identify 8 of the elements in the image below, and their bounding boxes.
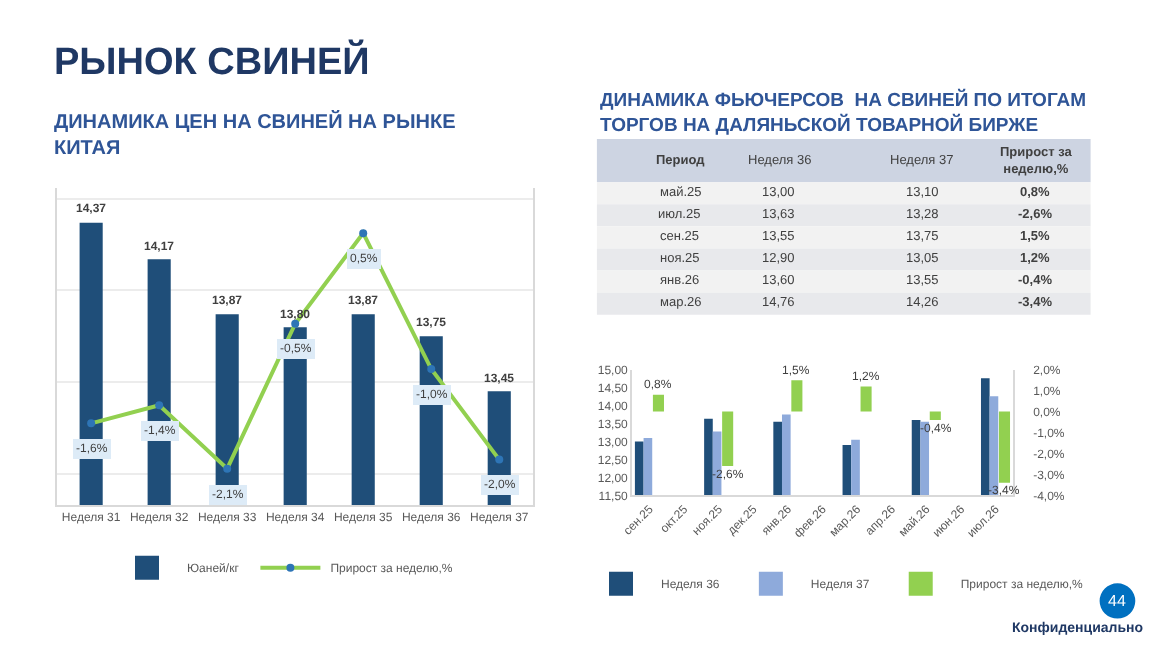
bar bbox=[652, 394, 664, 412]
text: 44 bbox=[1108, 592, 1127, 610]
chart-title: РЫНОК СВИНЕЙ bbox=[54, 38, 370, 84]
bar bbox=[791, 380, 803, 412]
text: ДИНАМИКА ФЬЮЧЕРСОВ НА СВИНЕЙ ПО ИТОГАМ ТОРГОВ НА ДАЛЯНЬСКОЙ ТОВАРНОЙ БИРЖЕ bbox=[600, 88, 1087, 137]
bar bbox=[860, 386, 872, 412]
chart-subtitle: ДИНАМИКА ЦЕН НА СВИНЕЙ НА РЫНКЕ КИТАЯ bbox=[54, 108, 457, 160]
bar bbox=[929, 411, 941, 420]
